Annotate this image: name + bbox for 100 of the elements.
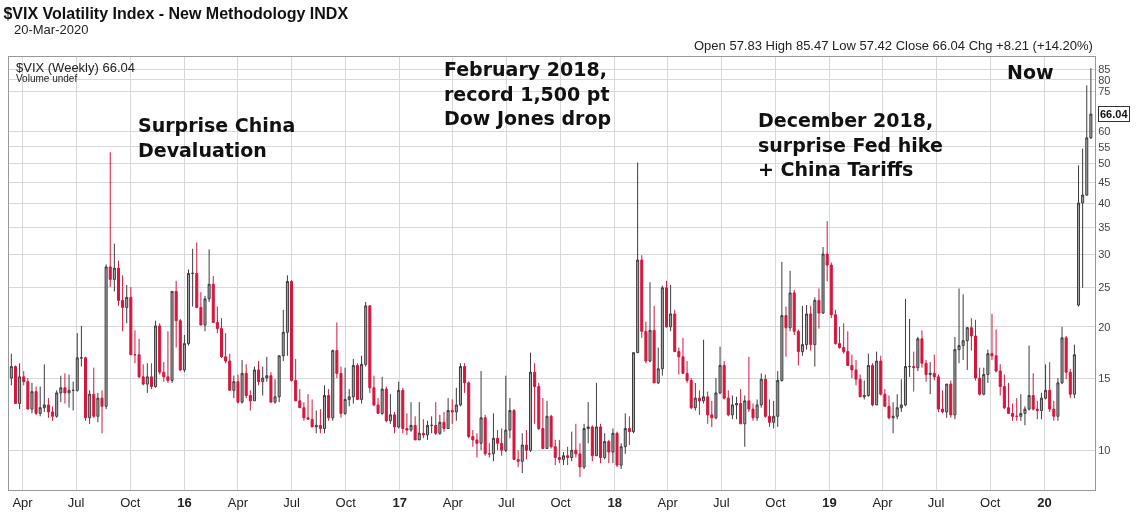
- candlestick: [426, 420, 430, 441]
- y-tick-label: 85: [1098, 63, 1111, 75]
- candlestick: [88, 389, 92, 425]
- x-tick-label: Apr: [442, 494, 464, 510]
- candlestick: [594, 382, 598, 457]
- candlestick: [1072, 344, 1076, 399]
- annotation: $VIX (Weekly) 66.04: [16, 60, 135, 75]
- candlestick: [42, 363, 46, 413]
- candlestick: [664, 280, 668, 329]
- x-tick-label: Oct: [120, 494, 141, 510]
- candlestick: [63, 372, 67, 405]
- chart-title: $VIX Volatility Index - New Methodology INDX: [3, 4, 349, 22]
- candlestick: [355, 362, 359, 400]
- candlestick: [236, 374, 240, 405]
- candlestick: [9, 353, 13, 386]
- candlestick: [545, 400, 549, 449]
- y-tick-label: 50: [1098, 157, 1111, 170]
- annotation: December 2018, surprise Fed hike + China Tariffs: [758, 109, 943, 181]
- annotation: Now: [1007, 61, 1054, 83]
- candlestick: [706, 391, 710, 425]
- candlestick: [84, 356, 88, 422]
- candlestick: [413, 415, 417, 441]
- x-tick-label: Jul: [283, 494, 300, 510]
- x-tick-label: Jul: [927, 494, 945, 510]
- x-tick-label: Apr: [12, 494, 34, 510]
- x-tick-label: Oct: [335, 494, 357, 510]
- candlestick: [529, 352, 533, 453]
- candlestick: [100, 389, 104, 434]
- candlestick: [252, 366, 256, 402]
- y-tick-label: 80: [1098, 73, 1111, 86]
- candlestick: [611, 428, 615, 464]
- candlestick: [232, 375, 236, 399]
- candlestick: [46, 397, 50, 419]
- x-tick-label: 16: [177, 494, 192, 510]
- candlestick: [18, 362, 22, 410]
- x-tick-label: Jul: [498, 494, 515, 510]
- candlestick: [397, 381, 401, 429]
- candlestick: [599, 423, 603, 464]
- candlestick: [561, 451, 565, 466]
- candlestick: [500, 428, 504, 457]
- candlestick: [30, 382, 34, 414]
- y-tick-label: 40: [1098, 197, 1111, 210]
- candlestick: [166, 330, 170, 384]
- candlestick: [331, 349, 335, 422]
- candlestick: [912, 351, 916, 393]
- text: Open 57.83 High 85.47 Low 57.42 Close 66.04 Chg +8.21 (+14.20%): [694, 38, 1093, 53]
- candlestick: [240, 359, 244, 405]
- candlestick: [112, 243, 116, 292]
- candlestick: [285, 274, 289, 357]
- x-tick-label: Oct: [765, 494, 786, 510]
- annotation: February 2018, record 1,500 pt Dow Jones drop: [444, 58, 612, 130]
- x-tick-label: Apr: [657, 494, 679, 510]
- x-tick-label: 18: [607, 494, 622, 510]
- candlestick: [104, 263, 108, 410]
- candlestick: [743, 395, 747, 448]
- candlestick: [145, 362, 149, 394]
- candlestick: [343, 367, 347, 416]
- candlestick: [788, 270, 792, 332]
- candlestick: [693, 382, 697, 412]
- candlestick: [421, 418, 425, 439]
- y-tick-label: 60: [1098, 125, 1111, 138]
- candlestick: [34, 386, 38, 416]
- text: 66.04: [1100, 108, 1129, 120]
- candlestick: [1019, 393, 1023, 422]
- candlestick: [570, 431, 574, 462]
- y-tick-label: 20: [1098, 320, 1111, 333]
- candlestick: [475, 432, 479, 459]
- candlestick: [108, 151, 112, 288]
- y-tick-label: 15: [1098, 371, 1111, 384]
- candlestick: [434, 401, 438, 436]
- candlestick: [916, 336, 920, 372]
- candlestick: [401, 387, 405, 434]
- candlestick: [269, 371, 273, 403]
- x-tick-label: Apr: [872, 494, 894, 510]
- candlestick: [327, 388, 331, 422]
- candlestick: [318, 408, 322, 434]
- candlestick: [125, 284, 129, 324]
- x-tick-label: Apr: [227, 494, 249, 510]
- x-tick-label: 19: [822, 494, 837, 510]
- candlestick: [648, 281, 652, 363]
- candlestick: [735, 396, 739, 420]
- x-tick-label: Oct: [980, 494, 1001, 510]
- candlestick: [908, 318, 912, 378]
- candlestick: [310, 398, 314, 428]
- candlestick: [520, 432, 524, 474]
- candlestick: [524, 429, 528, 460]
- candlestick: [380, 376, 384, 416]
- candlestick: [590, 424, 594, 462]
- candlestick: [450, 398, 454, 425]
- annotation: Surprise China Devaluation: [138, 114, 296, 161]
- candlestick: [800, 305, 804, 357]
- candlestick: [504, 375, 508, 453]
- candlestick: [92, 367, 96, 419]
- y-tick-label: 30: [1098, 248, 1111, 261]
- candlestick: [607, 439, 611, 464]
- candlestick: [409, 401, 413, 433]
- candlestick: [739, 388, 743, 425]
- candlestick: [442, 411, 446, 433]
- candlestick: [13, 364, 17, 405]
- candlestick: [627, 415, 631, 446]
